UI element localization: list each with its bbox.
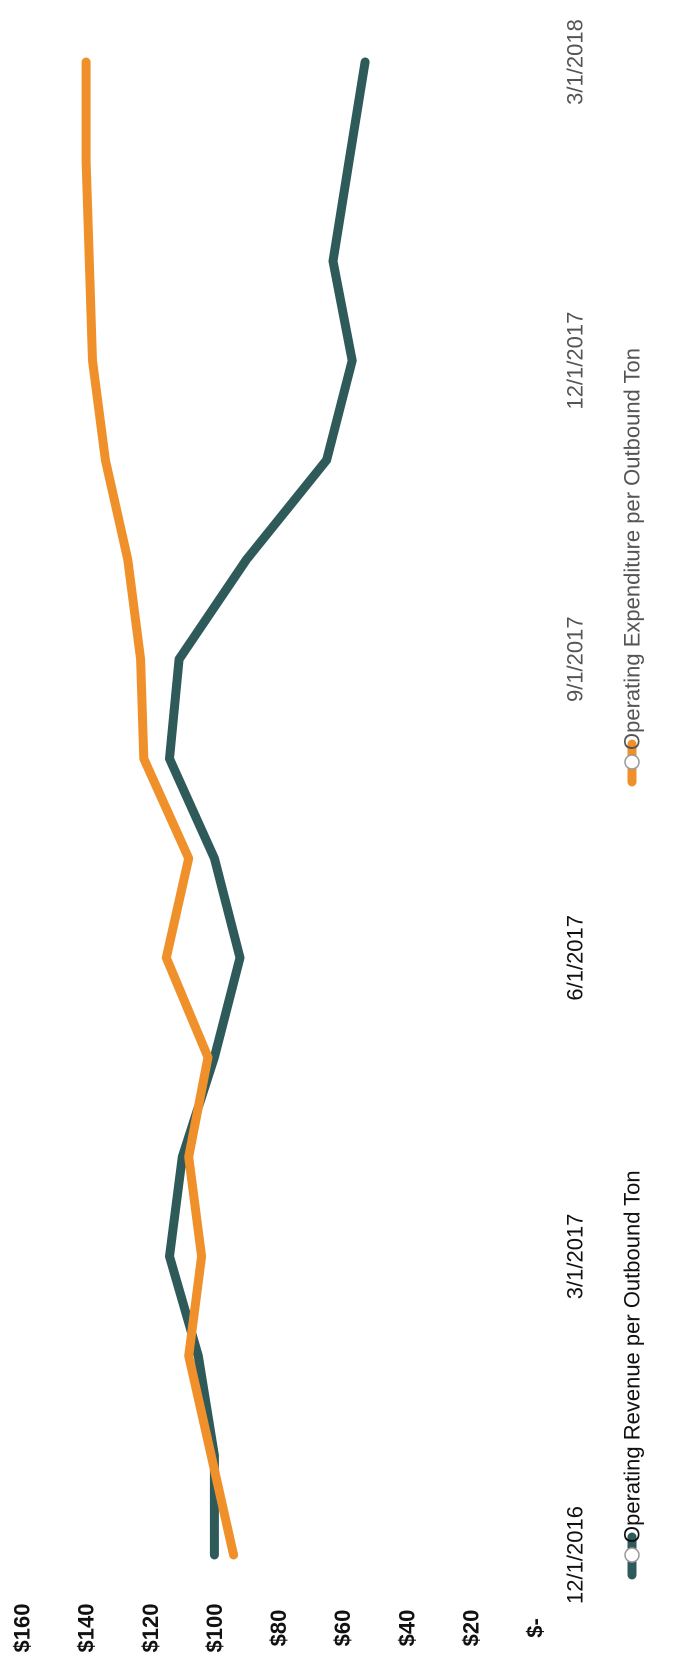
legend-entry-expenditure: Operating Expenditure per Outbound Ton xyxy=(620,348,645,787)
x-tick-label: 6/1/2017 xyxy=(563,915,588,1001)
y-tick-label: $140 xyxy=(74,1604,99,1653)
y-tick-label: $- xyxy=(523,1618,548,1638)
legend-label: Operating Expenditure per Outbound Ton xyxy=(620,348,645,750)
series-lines xyxy=(81,57,370,1560)
x-tick-label: 9/1/2017 xyxy=(563,616,588,702)
y-tick-label: $20 xyxy=(458,1610,483,1647)
legend-entry-revenue: Operating Revenue per Outbound Ton xyxy=(620,1170,645,1580)
y-axis-tick-labels: $- $20 $40 $60 $80 $100 $120 $140 $160 xyxy=(10,1604,548,1653)
y-tick-label: $160 xyxy=(10,1604,35,1653)
series-line-expenditure xyxy=(81,57,239,1560)
x-tick-label: 3/1/2017 xyxy=(563,1214,588,1300)
y-tick-label: $120 xyxy=(138,1604,163,1653)
legend: Operating Revenue per Outbound Ton Operat… xyxy=(620,348,645,1580)
legend-label: Operating Revenue per Outbound Ton xyxy=(620,1170,645,1543)
legend-marker xyxy=(624,1547,640,1563)
series-line-revenue xyxy=(165,57,370,1560)
legend-marker xyxy=(624,754,640,770)
x-axis-tick-labels: 12/1/2016 3/1/2017 6/1/2017 9/1/2017 12/1/20… xyxy=(563,19,588,1604)
x-tick-label: 3/1/2018 xyxy=(563,19,588,105)
y-tick-label: $80 xyxy=(266,1610,291,1647)
x-tick-label: 12/1/2016 xyxy=(563,1506,588,1604)
y-tick-label: $100 xyxy=(202,1604,227,1653)
x-tick-label: 12/1/2017 xyxy=(563,312,588,410)
y-tick-label: $40 xyxy=(394,1610,419,1647)
y-tick-label: $60 xyxy=(330,1610,355,1647)
